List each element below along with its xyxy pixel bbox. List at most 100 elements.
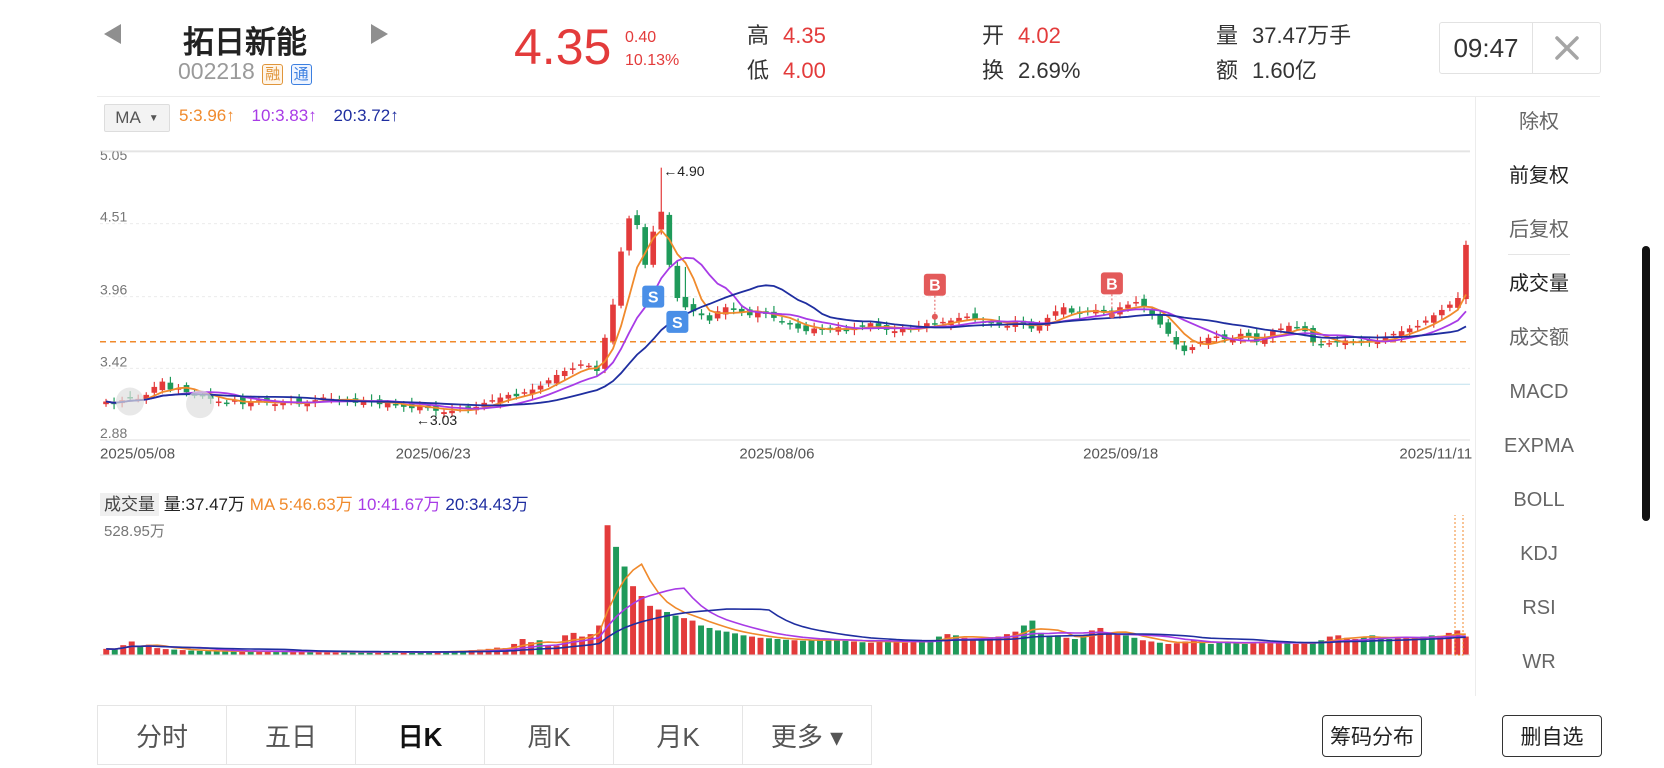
candle-body: [151, 386, 158, 393]
sidebar-item-6[interactable]: EXPMA: [1503, 435, 1575, 457]
candle-body: [1213, 336, 1220, 338]
close-icon: [1554, 36, 1579, 60]
close-button[interactable]: [1533, 23, 1600, 73]
ma-legend: 5:3.96↑ 10:3.83↑ 20:3.72↑: [179, 106, 399, 126]
volume-bar: [443, 651, 450, 655]
candle-body: [1149, 309, 1155, 316]
sidebar-item-4[interactable]: 成交额: [1509, 327, 1569, 349]
scrollbar-thumb[interactable]: [1642, 246, 1650, 521]
signal-marker-s: [666, 310, 689, 333]
candle-body: [569, 368, 576, 370]
volume-bar: [298, 651, 305, 655]
candle-body: [384, 402, 391, 408]
volume-bar: [1139, 640, 1146, 655]
candle-body: [441, 412, 447, 414]
candle-body: [167, 382, 174, 390]
volume-bar: [171, 649, 178, 655]
volume-bar: [774, 639, 781, 655]
volume-bar: [332, 652, 339, 655]
clock-time: 09:47: [1440, 23, 1533, 73]
tab-2[interactable]: 日K: [355, 705, 484, 765]
tab-5[interactable]: 更多 ▾: [742, 705, 871, 765]
candle-body: [223, 402, 230, 405]
candle-body: [1052, 311, 1059, 316]
chip-distribution-button[interactable]: 筹码分布: [1322, 715, 1422, 757]
volume-bar: [290, 651, 297, 655]
volume-bar: [1437, 635, 1444, 655]
sidebar-item-2[interactable]: 后复权: [1509, 219, 1569, 241]
candle-body: [803, 325, 809, 332]
volume-bar: [961, 637, 968, 655]
candle-body: [231, 400, 238, 402]
candle-body: [956, 317, 962, 322]
next-stock-button[interactable]: [364, 19, 394, 49]
scroll-handle-icon: [116, 387, 144, 416]
volume-bar: [400, 652, 407, 655]
margin-tag: 融: [262, 64, 284, 86]
volume-bar: [1207, 643, 1214, 655]
tab-0[interactable]: 分时: [97, 705, 226, 765]
volume-bar: [1173, 643, 1180, 655]
volume-bar: [426, 651, 433, 655]
candle-body: [722, 307, 729, 315]
candle-body: [1181, 345, 1188, 352]
ma10-up-icon: ↑: [308, 106, 317, 125]
prev-stock-button[interactable]: [97, 19, 127, 49]
quote-label: 额: [1216, 58, 1239, 83]
volume-bar: [392, 652, 399, 655]
volume-bar: [596, 625, 603, 655]
volume-bar: [519, 639, 526, 655]
candle-body: [296, 398, 302, 405]
sidebar-item-9[interactable]: RSI: [1522, 597, 1556, 619]
volume-bar: [366, 652, 373, 655]
tab-1[interactable]: 五日: [226, 705, 355, 765]
volume-bar: [1054, 635, 1061, 655]
volume-bar: [162, 649, 169, 655]
volume-bar: [927, 640, 934, 655]
candle-body: [682, 296, 689, 308]
ma20-line: [105, 284, 1467, 407]
sidebar-item-7[interactable]: BOLL: [1513, 489, 1565, 511]
candle-body: [360, 400, 367, 405]
volume-bar: [1335, 635, 1342, 655]
quote-value: 37.47万手: [1252, 23, 1352, 48]
volume-bar: [460, 650, 467, 655]
sidebar-item-8[interactable]: KDJ: [1520, 543, 1558, 565]
sidebar-item-1[interactable]: 前复权: [1509, 165, 1569, 187]
price-change-pct: 10.13%: [625, 52, 680, 69]
candle-body: [964, 316, 970, 319]
candle-body: [465, 406, 471, 409]
volume-bar: [791, 640, 798, 655]
volume-bar: [1131, 637, 1138, 655]
ma10-line: [105, 256, 1467, 410]
sidebar-item-3[interactable]: 成交量: [1509, 273, 1569, 295]
volume-bar: [689, 620, 696, 655]
sidebar-item-5[interactable]: MACD: [1509, 381, 1569, 403]
volume-bar: [749, 636, 755, 655]
candle-body: [932, 323, 938, 325]
tab-4[interactable]: 月K: [613, 705, 742, 765]
indicator-select[interactable]: MA ▼: [104, 104, 170, 132]
volume-bar: [884, 641, 891, 655]
candle-body: [1439, 309, 1445, 316]
volume-bar: [766, 638, 772, 655]
remove-watchlist-button[interactable]: 删自选: [1502, 715, 1602, 757]
candle-body: [1414, 325, 1421, 328]
volume-bar: [621, 566, 628, 655]
volume-bar: [1462, 636, 1469, 655]
volume-bar: [944, 634, 951, 655]
tab-3[interactable]: 周K: [484, 705, 613, 765]
candle-body: [489, 400, 496, 402]
volume-bar: [1377, 637, 1384, 655]
y-tick-label: 5.05: [100, 147, 127, 163]
volume-bar: [918, 641, 925, 655]
candle-body: [1125, 304, 1131, 309]
volume-bar: [834, 640, 840, 655]
header-divider: [97, 96, 1600, 97]
sidebar-item-10[interactable]: WR: [1522, 651, 1556, 673]
sidebar-item-0[interactable]: 除权: [1519, 111, 1559, 133]
kline-chart[interactable]: 5.05 4.51 3.96 3.42 2.88 ←4.90 ←3.03 SS B B 2025/0…: [100, 140, 1475, 485]
volume-bar: [1003, 634, 1010, 655]
volume-chart[interactable]: [100, 515, 1475, 695]
candle-body: [1020, 320, 1027, 325]
